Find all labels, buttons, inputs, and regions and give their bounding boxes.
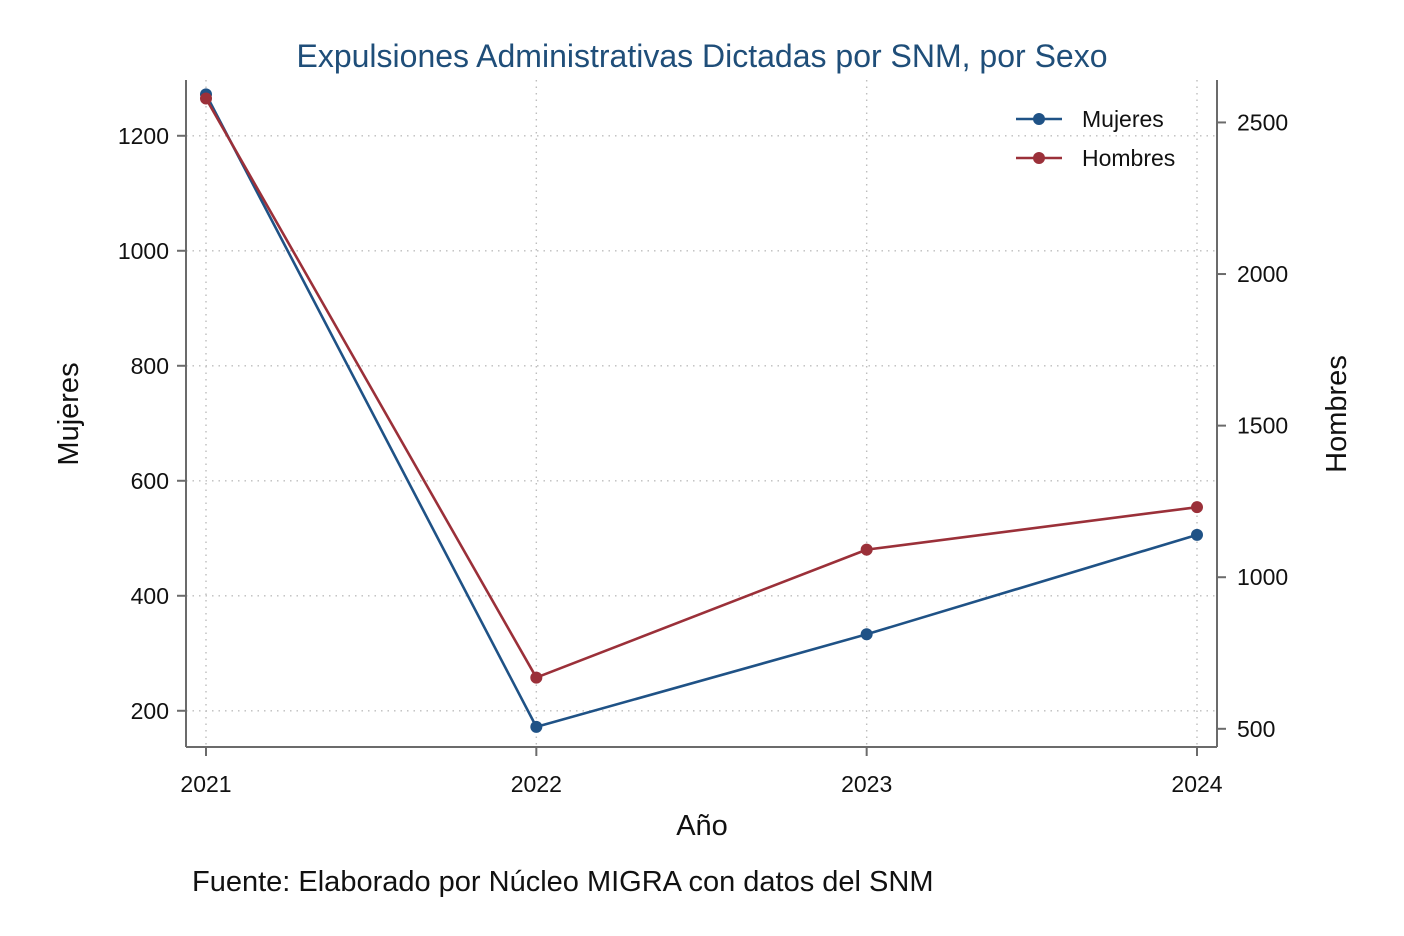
data-point-mujeres	[1191, 528, 1203, 541]
chart-title: Expulsiones Administrativas Dictadas por…	[296, 38, 1107, 74]
x-axis-title: Año	[676, 810, 728, 842]
x-tick-label: 2023	[841, 771, 892, 797]
y-left-tick-label: 1000	[118, 238, 169, 264]
data-point-hombres	[1191, 501, 1203, 514]
series-line-hombres	[204, 97, 1198, 679]
series-line-mujeres	[204, 93, 1198, 729]
x-tick-label: 2021	[180, 771, 231, 797]
legend: Mujeres Hombres	[1016, 106, 1175, 171]
legend-swatch-marker	[1033, 152, 1045, 164]
legend-label: Mujeres	[1082, 106, 1164, 132]
source-note: Fuente: Elaborado por Núcleo MIGRA con d…	[192, 866, 934, 898]
data-point-hombres	[860, 543, 873, 556]
x-tick-label: 2024	[1171, 771, 1222, 797]
data-series	[200, 88, 1203, 733]
data-point-hombres	[530, 671, 543, 684]
y-left-tick-label: 200	[131, 698, 169, 724]
y-axis-left-title: Mujeres	[53, 362, 85, 465]
y-right-tick-label: 1500	[1237, 413, 1288, 439]
axis-ticks: 2021 2022 2023 2024 200 400 600 800 1000 1200 500 1…	[118, 109, 1288, 797]
y-left-tick-label: 800	[131, 353, 169, 379]
y-axis-right-title: Hombres	[1321, 355, 1353, 473]
legend-label: Hombres	[1082, 145, 1175, 171]
legend-swatch-marker	[1033, 113, 1045, 125]
y-left-tick-label: 400	[131, 583, 169, 609]
y-right-tick-label: 1000	[1237, 564, 1288, 590]
y-left-tick-label: 1200	[118, 123, 169, 149]
data-point-mujeres	[860, 628, 873, 641]
y-right-tick-label: 2500	[1237, 109, 1288, 135]
gridlines	[186, 80, 1217, 747]
y-right-tick-label: 500	[1237, 716, 1275, 742]
data-point-mujeres	[530, 720, 543, 733]
data-point-hombres	[200, 92, 212, 105]
x-tick-label: 2022	[511, 771, 562, 797]
y-right-tick-label: 2000	[1237, 261, 1288, 287]
y-left-tick-label: 600	[131, 468, 169, 494]
